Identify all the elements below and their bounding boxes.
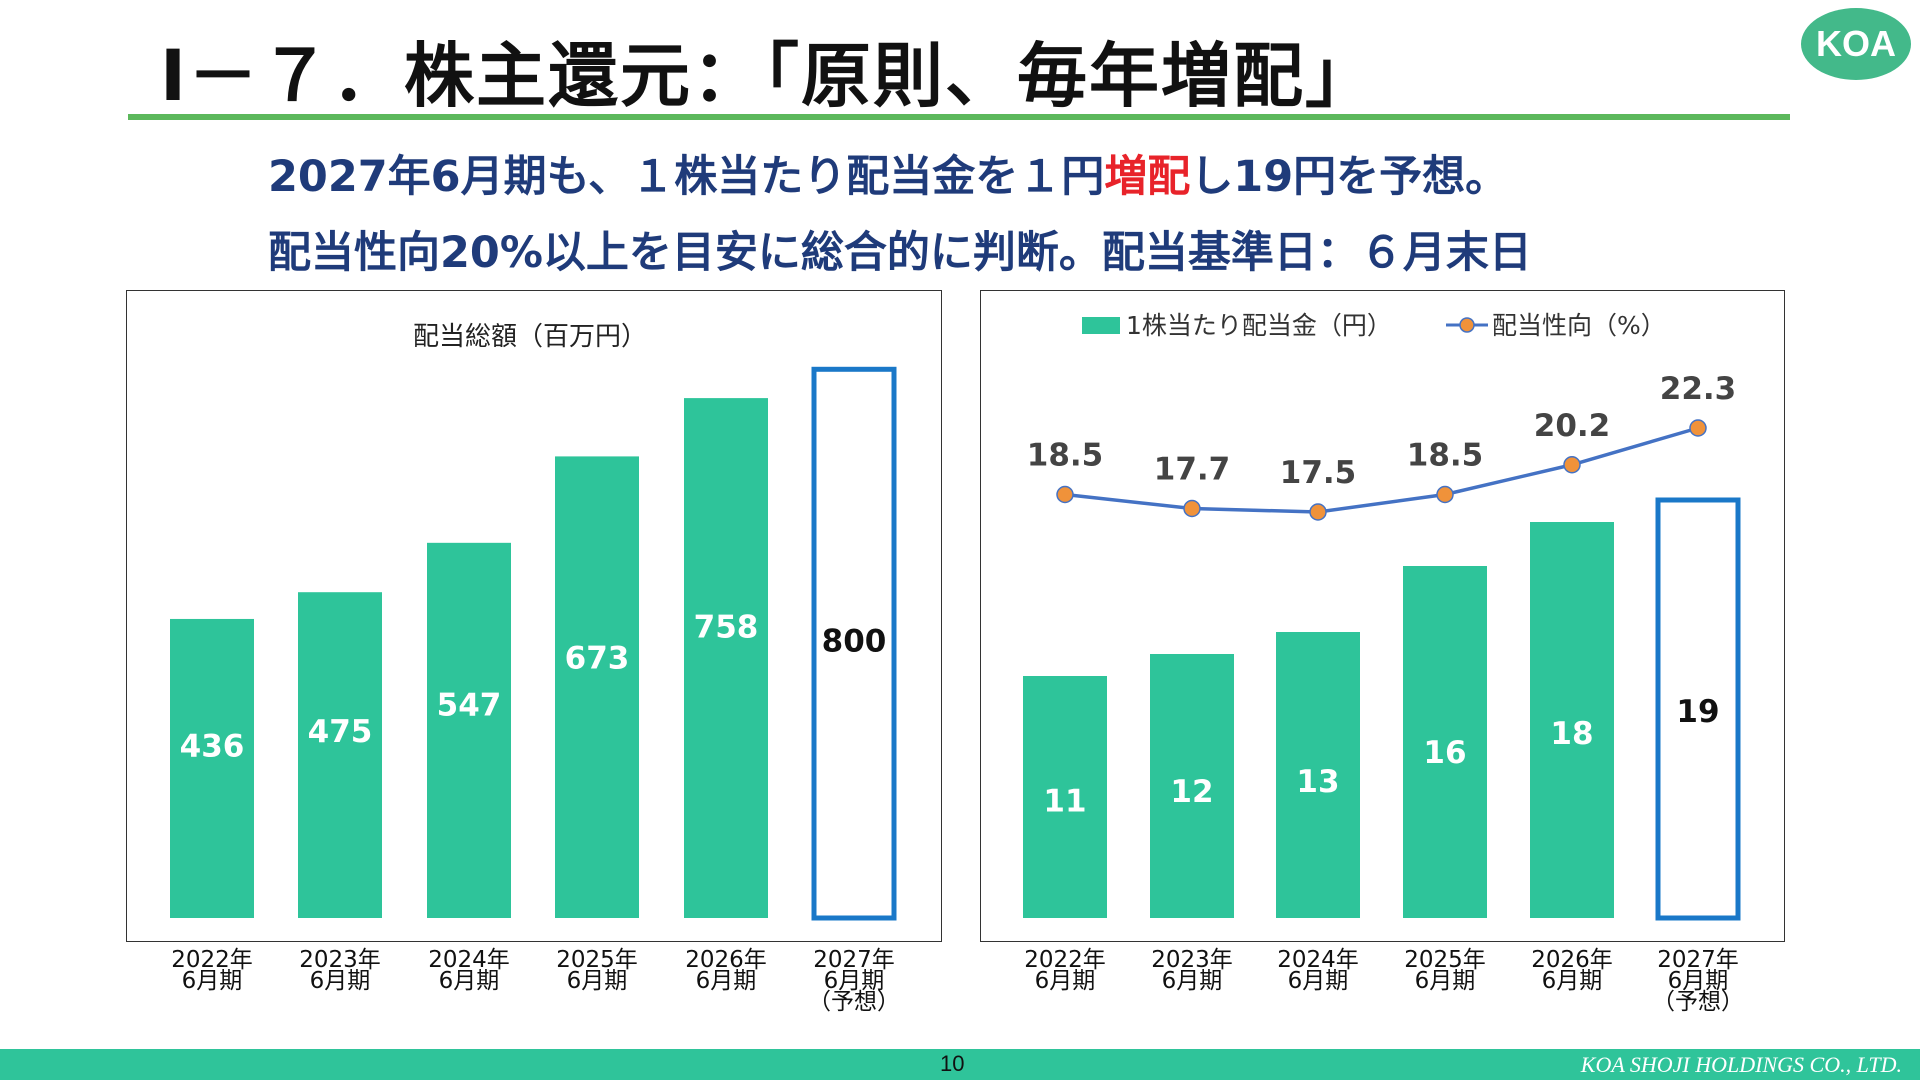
footer-bar [0,1049,1920,1080]
chart1-category-label-3: 2025年 6月期 [556,947,638,994]
chart1-category-label-4: 2026年 6月期 [685,947,767,994]
chart1-value-label-4: 758 [694,609,759,645]
chart2-legend-bar-swatch [1082,317,1120,334]
chart2-bar-5 [1655,497,1741,921]
subtitle-line-1: 2027年6月期も、１株当たり配当金を１円増配し19円を予想。 [268,142,1508,204]
chart2-bar-value-label-4: 18 [1550,716,1593,752]
company-logo: KOA [1801,8,1911,80]
chart2-line-point-2 [1309,503,1327,521]
subtitle-line-2: 配当性向20%以上を目安に総合的に判断。配当基準日：６月末日 [268,228,1532,278]
chart2-bar-4 [1530,522,1614,918]
chart2-line-point-0 [1056,485,1074,504]
chart2-line-point-5 [1689,419,1707,437]
chart2-bar-1 [1150,654,1234,918]
chart2-line-value-label-4: 20.2 [1534,408,1611,444]
chart1-category-label-0: 2022年 6月期 [171,947,253,994]
chart1-bar-3 [555,456,639,918]
page-number: 10 [940,1051,965,1076]
chart2-payout-ratio-line [1064,426,1699,514]
chart2-bar-value-label-1: 12 [1170,774,1213,810]
subtitle-1-text-b: し19円を予想。 [1190,152,1509,202]
subtitle-1-text-a: 2027年6月期も、１株当たり配当金を１円 [268,152,1105,202]
chart2-legend-bar-label: 1株当たり配当金（円） [1126,311,1392,340]
subtitle-1-highlight: 増配 [1104,152,1191,202]
chart2-bar-0 [1023,676,1107,918]
chart2-bar-value-label-2: 13 [1296,764,1339,800]
title-divider [128,114,1790,120]
chart1-value-label-1: 475 [308,714,373,750]
chart1-value-label-0: 436 [180,729,245,765]
chart2-line-point-4 [1563,456,1581,474]
chart1-category-label-1: 2023年 6月期 [299,947,381,994]
dividend-per-share-chart-panel [980,290,1785,942]
chart2-legend-line-label: 配当性向（%） [1492,311,1666,340]
chart1-title: 配当総額（百万円） [413,322,647,352]
chart2-line-point-3 [1436,485,1454,504]
page-title: Ⅰ－７．株主還元：「原則、毎年増配」 [160,35,1378,117]
chart2-category-label-4: 2026年 6月期 [1531,947,1613,994]
chart2-line-point-1 [1183,499,1201,518]
chart2-category-label-5: 2027年 6月期（予想） [1652,947,1744,1015]
chart1-bar-2 [427,542,511,918]
chart1-bar-1 [298,592,382,918]
chart1-bar-0 [170,618,254,918]
chart1-value-label-2: 547 [437,687,502,723]
chart2-bar-value-label-5: 19 [1676,694,1719,730]
chart2-bar-value-label-3: 16 [1423,735,1466,771]
chart2-bar-3 [1403,566,1487,918]
chart1-bar-4 [684,398,768,918]
chart2-line-value-label-3: 18.5 [1407,438,1484,474]
chart1-category-label-2: 2024年 6月期 [428,947,510,994]
chart1-value-label-3: 673 [565,641,630,677]
chart2-legend-marker [1459,317,1475,333]
chart2-line-value-label-1: 17.7 [1154,452,1231,488]
chart2-bar-2 [1276,632,1360,918]
chart2-line-value-label-5: 22.3 [1660,371,1737,407]
chart2-category-label-2: 2024年 6月期 [1277,947,1359,994]
chart1-category-label-5: 2027年 6月期（予想） [808,947,900,1015]
chart2-category-label-0: 2022年 6月期 [1024,947,1106,994]
chart2-line-value-label-2: 17.5 [1280,455,1357,491]
chart2-line-value-label-0: 18.5 [1027,438,1104,474]
company-name: KOA SHOJI HOLDINGS CO., LTD. [1580,1052,1902,1077]
chart2-bar-value-label-0: 11 [1043,784,1086,820]
total-dividend-chart-panel [126,290,942,942]
chart2-category-label-1: 2023年 6月期 [1151,947,1233,994]
chart1-bar-5 [811,366,897,921]
chart2-category-label-3: 2025年 6月期 [1404,947,1486,994]
chart1-value-label-5: 800 [822,623,887,659]
